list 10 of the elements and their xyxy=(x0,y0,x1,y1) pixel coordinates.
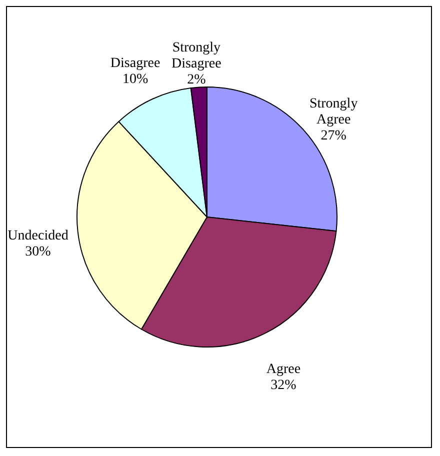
data-label: 30% xyxy=(25,244,52,260)
slice-label: Undecided xyxy=(8,228,68,244)
slice-label: Strongly Disagree xyxy=(172,40,222,72)
data-label: 27% xyxy=(320,128,347,144)
data-label: 32% xyxy=(270,378,297,393)
data-label: 10% xyxy=(122,72,148,87)
slice-label: Agree xyxy=(266,362,301,377)
slice-label: Strongly Agree xyxy=(309,96,358,128)
slice-label: Disagree xyxy=(110,56,160,71)
data-label: 2% xyxy=(187,72,206,88)
